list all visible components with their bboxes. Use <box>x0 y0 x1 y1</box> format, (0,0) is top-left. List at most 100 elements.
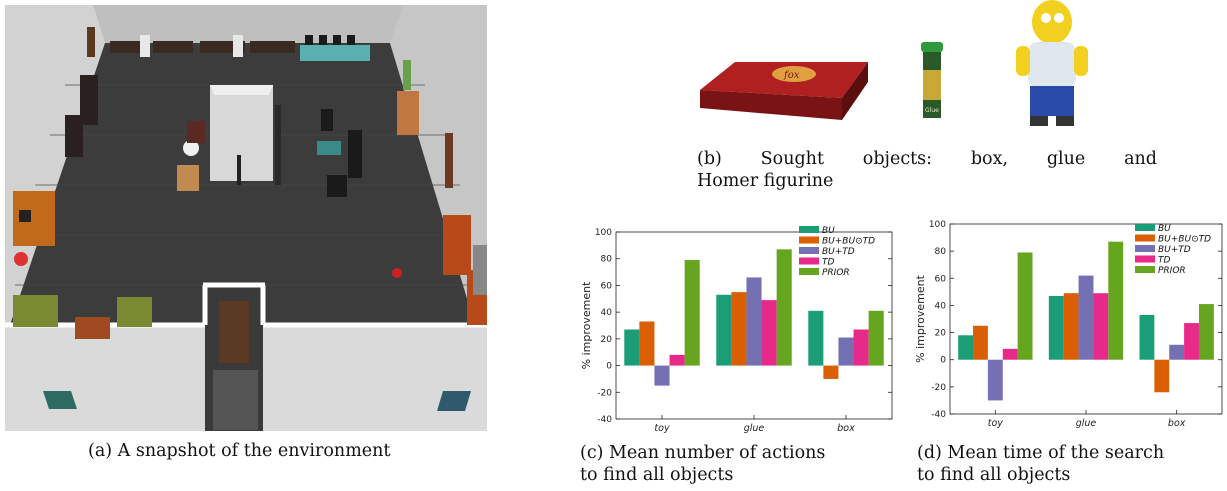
x-tick-label: glue <box>744 423 765 434</box>
legend-swatch <box>799 236 819 244</box>
desk <box>110 41 148 53</box>
bar <box>684 260 700 366</box>
caption-d-line1: (d) Mean time of the search <box>917 443 1165 463</box>
sofa <box>13 295 58 327</box>
x-tick-label: box <box>837 423 855 434</box>
homer-figurine-object <box>1016 0 1088 126</box>
y-axis-label: % improvement <box>580 281 593 369</box>
legend-swatch <box>1135 266 1155 273</box>
box-brand-text: fox <box>783 70 800 81</box>
y-tick-label: -20 <box>931 383 946 393</box>
bar <box>776 249 792 366</box>
bar <box>624 329 640 366</box>
glue-label-text: Glue <box>925 107 939 114</box>
y-tick-label: -20 <box>597 388 612 398</box>
window-left <box>43 391 77 409</box>
caption-b-line1: (b) Sought objects: box, glue and <box>697 149 1157 169</box>
x-tick-label: toy <box>988 418 1004 429</box>
legend-swatch <box>1135 255 1155 263</box>
front-wall-right <box>263 325 487 431</box>
bar <box>1078 275 1094 360</box>
bar <box>823 365 839 379</box>
bar <box>1184 323 1199 360</box>
y-tick-label: -40 <box>931 410 946 420</box>
y-tick-label: 60 <box>935 274 947 284</box>
bar <box>808 310 824 366</box>
legend-label: PRIOR <box>1158 266 1186 276</box>
bar <box>1198 304 1214 360</box>
bar <box>987 359 1003 401</box>
legend-label: BU+TD <box>822 247 855 257</box>
caption-a: (a) A snapshot of the environment <box>88 441 391 461</box>
bar <box>853 329 869 366</box>
bar <box>1002 348 1018 360</box>
glass-table <box>300 45 370 61</box>
bar <box>838 337 854 366</box>
legend-swatch <box>1135 224 1155 231</box>
legend-label: BU <box>822 226 835 236</box>
x-tick-label: glue <box>1076 418 1097 429</box>
sought-objects-render: fox Glue <box>700 0 1088 126</box>
legend-swatch <box>1135 245 1155 252</box>
y-tick-label: 80 <box>935 247 947 257</box>
carpet-floor <box>10 43 475 325</box>
bar <box>1139 314 1155 360</box>
legend-label: TD <box>1158 256 1170 266</box>
y-tick-label: 0 <box>940 356 946 366</box>
chart-c-svg: -40 -20 0 20 40 60 80 100 % improvement toy glue bo… <box>580 226 893 434</box>
cardboard-box <box>177 165 199 191</box>
y-tick-label: 40 <box>601 308 613 318</box>
legend-label: BU+BU⊙TD <box>822 237 875 247</box>
bar <box>761 300 777 366</box>
bar <box>1017 252 1033 360</box>
bar <box>716 294 732 366</box>
bar <box>1108 241 1124 360</box>
window-right <box>437 391 471 411</box>
back-wall <box>93 5 403 43</box>
legend-label: PRIOR <box>822 268 850 278</box>
bar <box>1093 293 1109 360</box>
bar <box>654 365 670 386</box>
bar <box>731 292 747 366</box>
bar <box>1048 295 1064 360</box>
y-tick-label: 60 <box>601 281 613 291</box>
bar <box>669 354 685 366</box>
caption-c-line1: (c) Mean number of actions <box>580 443 826 463</box>
bar <box>958 335 974 360</box>
door <box>219 301 249 363</box>
y-tick-label: -40 <box>597 415 612 425</box>
glue-object: Glue <box>921 42 943 118</box>
legend-swatch <box>1135 234 1155 242</box>
central-pillar <box>210 85 273 181</box>
chart-c: -40 -20 0 20 40 60 80 100 % improvement toy glue bo… <box>574 214 904 439</box>
legend-swatch <box>799 257 819 265</box>
y-axis-label: % improvement <box>914 274 927 362</box>
chart-d-svg: -40 -20 0 20 40 60 80 100 % improvement toy glue bo… <box>914 220 1223 429</box>
legend-label: TD <box>822 258 834 268</box>
y-tick-label: 80 <box>601 255 613 265</box>
y-tick-label: 20 <box>601 335 613 345</box>
bar <box>1169 344 1185 360</box>
chart-d: -40 -20 0 20 40 60 80 100 % improvement toy glue bo… <box>912 214 1227 439</box>
bar <box>1154 359 1170 393</box>
x-tick-label: box <box>1168 418 1186 429</box>
legend-swatch <box>799 226 819 233</box>
legend-label: BU+BU⊙TD <box>1158 235 1211 245</box>
y-tick-label: 20 <box>935 329 947 339</box>
bar <box>973 325 988 360</box>
bar <box>868 310 884 366</box>
legend-label: BU+TD <box>1158 245 1191 255</box>
bar <box>639 321 655 366</box>
caption-d-line2: to find all objects <box>917 465 1071 485</box>
orange-desk <box>443 215 471 275</box>
y-tick-label: 0 <box>606 362 612 372</box>
legend-label: BU <box>1158 224 1171 234</box>
caption-b-line2: Homer figurine <box>697 171 834 191</box>
legend-swatch <box>799 247 819 254</box>
side-table <box>397 91 419 135</box>
sought-objects-image: fox Glue <box>690 0 1210 140</box>
box-object: fox <box>700 62 868 120</box>
y-tick-label: 40 <box>935 301 947 311</box>
bar <box>1063 293 1079 360</box>
caption-c-line2: to find all objects <box>580 465 734 485</box>
